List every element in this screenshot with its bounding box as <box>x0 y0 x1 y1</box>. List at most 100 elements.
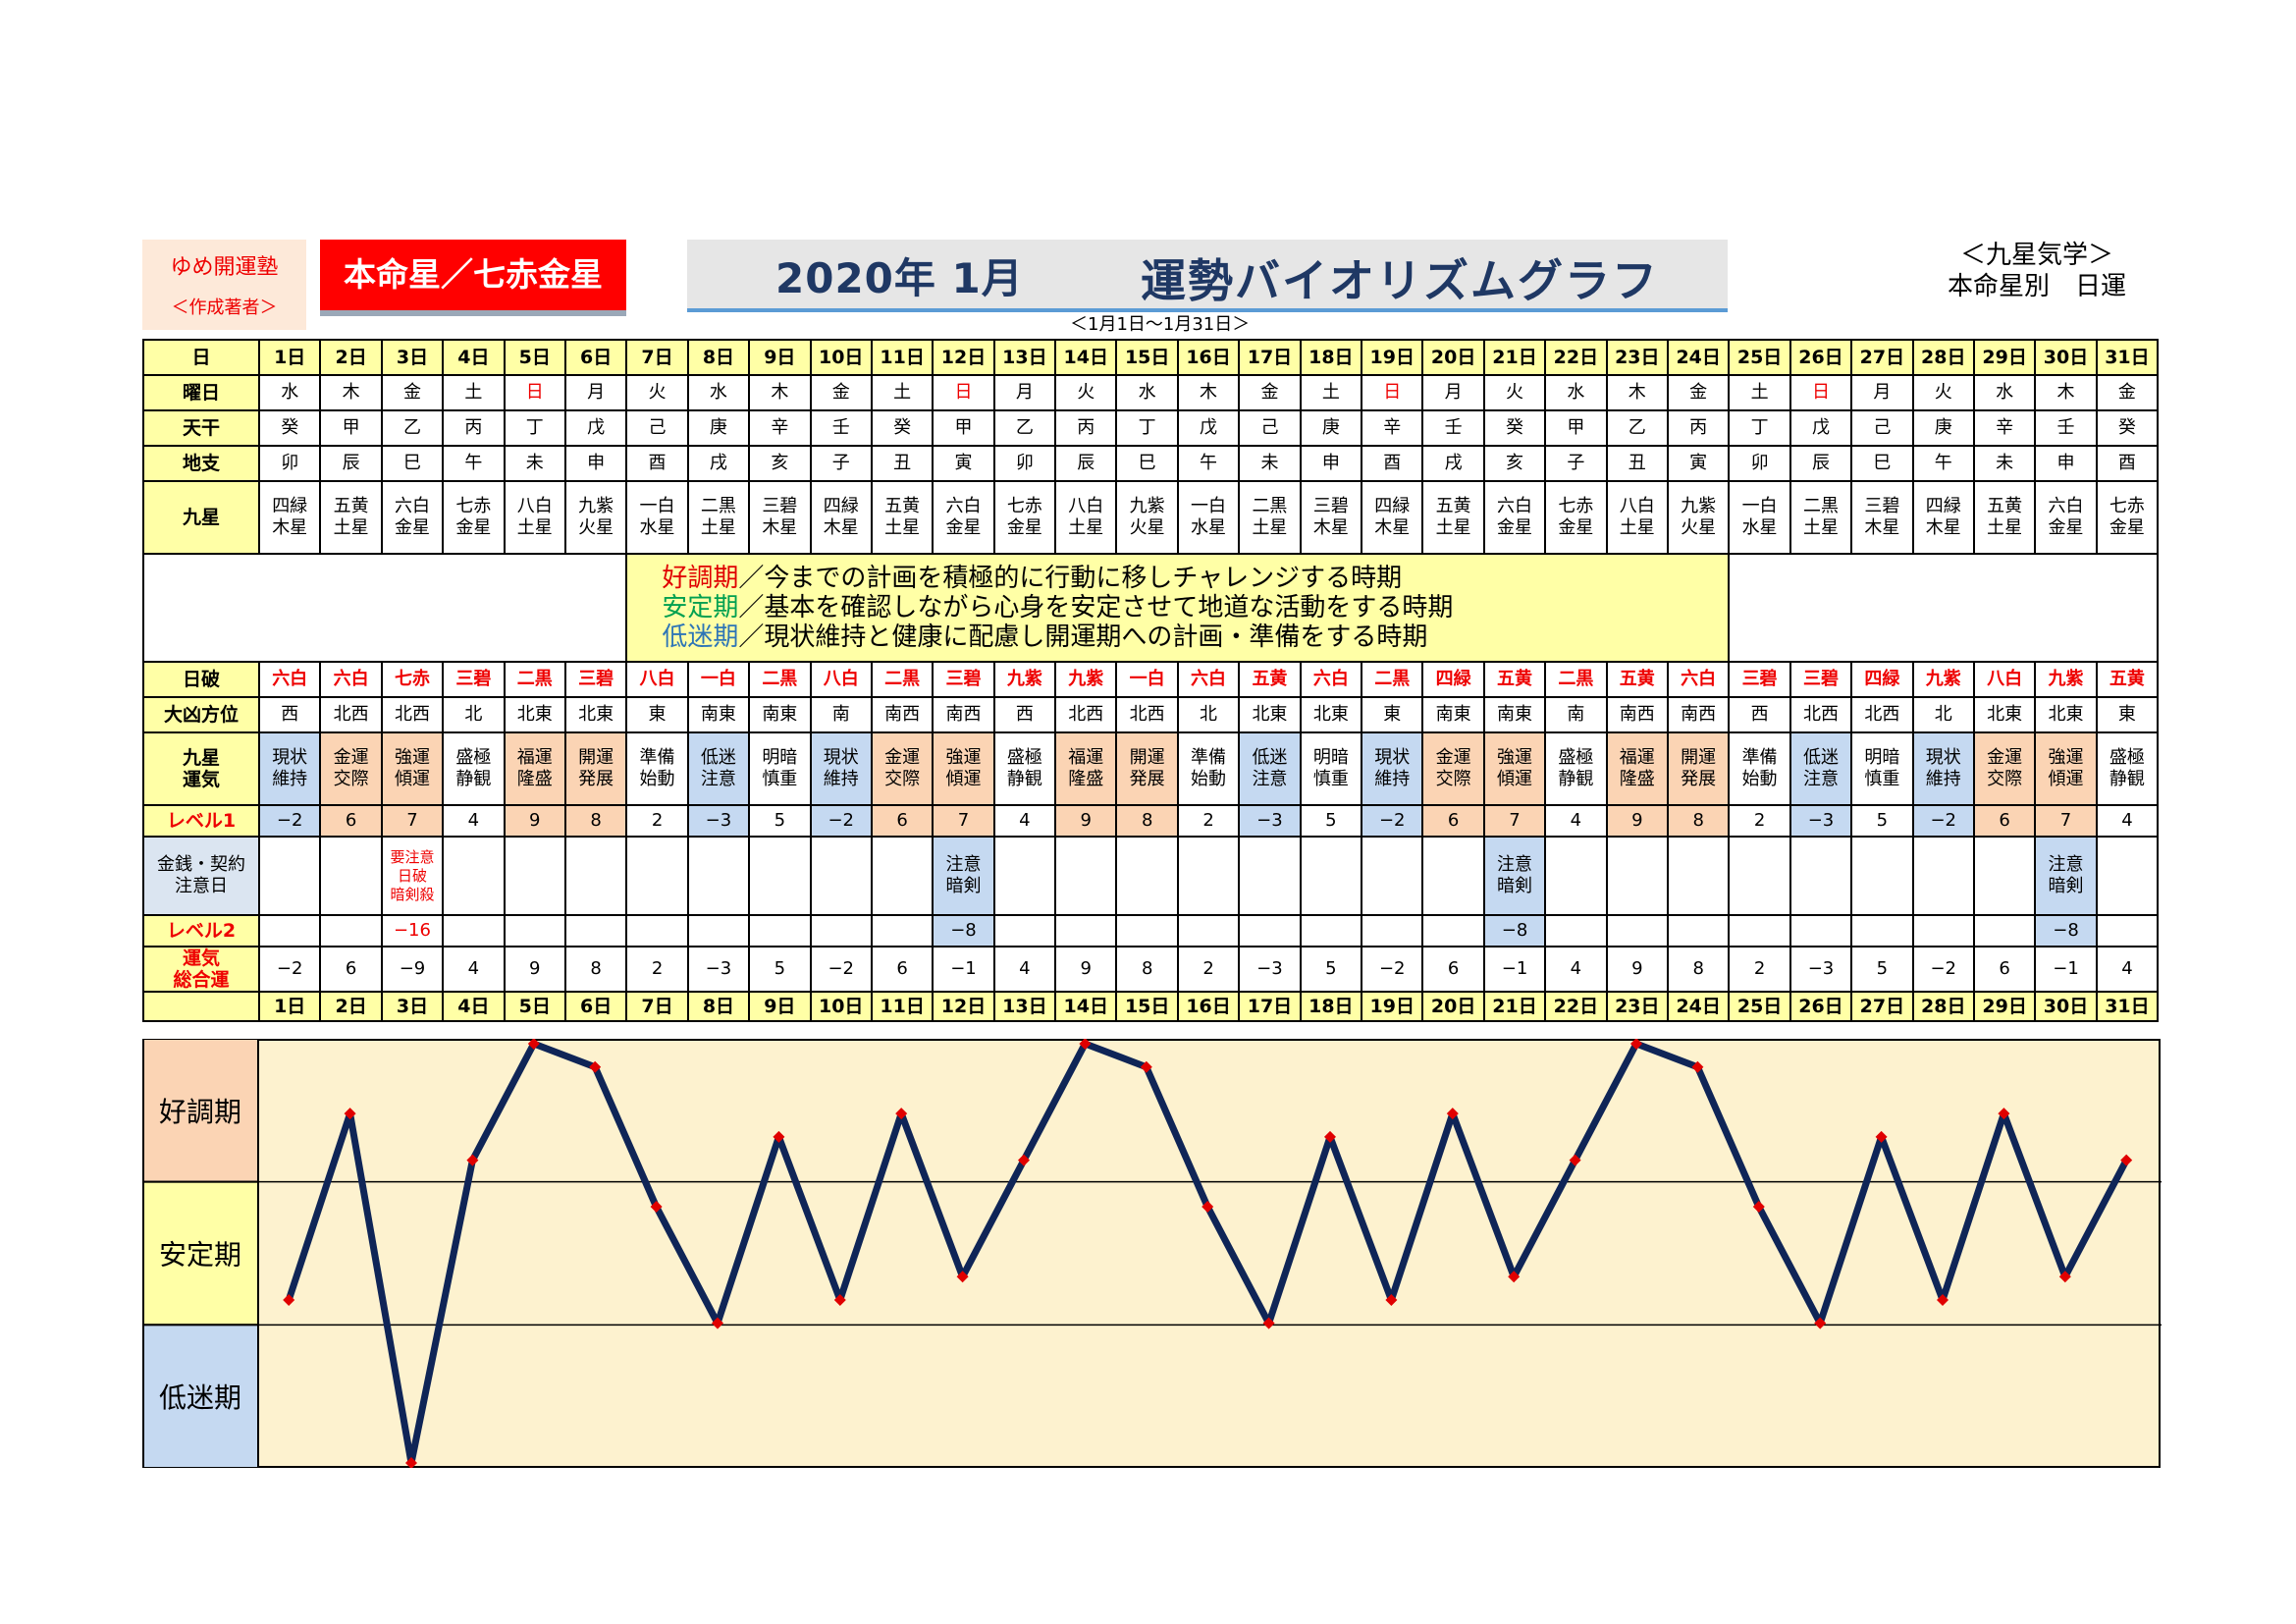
unki-cell: 低迷 注意 <box>686 731 751 806</box>
day-cell: 15日 <box>1115 339 1179 376</box>
daikyo-cell: 南西 <box>1666 696 1731 733</box>
kyusei-cell-line: 火星 <box>1129 517 1165 538</box>
weekday-cell: 土 <box>1728 374 1791 411</box>
row-label-text: 地支 <box>182 453 220 474</box>
day-cell-bottom: 15日 <box>1115 991 1179 1022</box>
kyusei-cell: 八白 土星 <box>503 480 566 555</box>
kinsen-line: 暗剣 <box>1497 876 1532 896</box>
weekday-cell: 日 <box>503 374 566 411</box>
kyusei-cell-line: 土星 <box>1435 517 1471 538</box>
chishi-cell: 戌 <box>686 445 751 482</box>
chishi-cell: 寅 <box>1666 445 1731 482</box>
row-label-text: 曜日 <box>182 382 220 404</box>
unki-cell: 現状 維持 <box>809 731 873 806</box>
tenkan-cell: 癸 <box>2095 409 2160 447</box>
day-cell-bottom: 6日 <box>563 991 628 1022</box>
kinsen-line: 暗剣 <box>2048 876 2084 896</box>
chishi-cell: 丑 <box>870 445 934 482</box>
data-point <box>773 1130 785 1143</box>
daikyo-cell: 南東 <box>686 696 751 733</box>
weekday-cell: 木 <box>1605 374 1669 411</box>
kyusei-cell-line: 九紫 <box>578 496 614 516</box>
data-point <box>1262 1317 1275 1329</box>
level1-cell: −2 <box>809 804 873 838</box>
kyusei-cell-line: 八白 <box>1619 496 1655 516</box>
nippa-cell: 九紫 <box>992 661 1057 698</box>
data-point <box>1324 1130 1336 1143</box>
level1-cell: 9 <box>503 804 566 838</box>
day-cell: 31日 <box>2095 339 2160 376</box>
level1-cell: 6 <box>1972 804 2037 838</box>
chishi-cell: 寅 <box>932 445 995 482</box>
unki-cell-line: 交際 <box>884 769 921 789</box>
data-point <box>405 1457 417 1468</box>
data-point <box>1201 1201 1214 1214</box>
legend-text: ／基本を確認しながら心身を安定させて地道な活動をする時期 <box>738 593 1454 623</box>
data-point <box>1998 1108 2010 1120</box>
weekday-cell: 月 <box>1850 374 1914 411</box>
total-cell: −9 <box>380 946 445 993</box>
title-underline <box>687 308 1728 312</box>
weekday-cell: 木 <box>2034 374 2098 411</box>
unki-cell-line: 盛極 <box>2109 747 2145 768</box>
day-cell-bottom: 29日 <box>1972 991 2037 1022</box>
kyusei-cell: 六白 金星 <box>380 480 445 555</box>
data-point <box>1630 1039 1642 1050</box>
weekday-cell: 日 <box>1789 374 1853 411</box>
unki-cell: 福運 隆盛 <box>1054 731 1118 806</box>
row-label-hb: 日破 <box>142 661 260 698</box>
legend-line: 低迷期／現状維持と健康に配慮し開運期への計画・準備をする時期 <box>628 623 1727 652</box>
nippa-cell: 三碧 <box>563 661 628 698</box>
level2-cell <box>1728 914 1791 947</box>
day-cell-bottom: 24日 <box>1666 991 1731 1022</box>
data-point <box>2120 1154 2133 1166</box>
kyusei-cell-line: 金星 <box>1558 517 1594 538</box>
level2-cell <box>1850 914 1914 947</box>
tenkan-cell: 壬 <box>809 409 873 447</box>
day-cell-bottom: 21日 <box>1482 991 1547 1022</box>
chishi-cell: 未 <box>1972 445 2037 482</box>
kyusei-cell: 二黒 土星 <box>686 480 751 555</box>
daikyo-cell: 南 <box>809 696 873 733</box>
row-label-kz: 金銭・契約 注意日 <box>142 836 260 916</box>
level2-cell <box>1421 914 1485 947</box>
kyusei-line1: ＜九星気学＞ <box>1959 241 2113 270</box>
kinsen-cell <box>1176 836 1241 916</box>
unki-cell-line: 現状 <box>1925 747 1961 768</box>
tenkan-cell: 丁 <box>503 409 566 447</box>
legend-term: 好調期 <box>662 564 739 593</box>
nippa-cell: 五黄 <box>2095 661 2160 698</box>
chishi-cell: 巳 <box>1850 445 1914 482</box>
kinsen-cell <box>1054 836 1118 916</box>
kyusei-cell-line: 金星 <box>394 517 430 538</box>
unki-cell-line: 現状 <box>1374 747 1411 768</box>
tenkan-cell: 乙 <box>1605 409 1669 447</box>
data-point <box>1691 1060 1704 1073</box>
legend-line: 安定期／基本を確認しながら心身を安定させて地道な活動をする時期 <box>628 593 1727 623</box>
legend-term: 安定期 <box>662 593 739 623</box>
legend-blank-left <box>141 553 628 663</box>
unki-cell-line: 金運 <box>884 747 921 768</box>
chishi-cell: 卯 <box>1728 445 1791 482</box>
nippa-cell: 三碧 <box>932 661 995 698</box>
unki-cell: 準備 始動 <box>625 731 689 806</box>
kyusei-cell: 九紫 火星 <box>1666 480 1731 555</box>
day-cell: 6日 <box>563 339 628 376</box>
kyusei-cell: 五黄 土星 <box>1972 480 2037 555</box>
day-cell-bottom: 10日 <box>809 991 873 1022</box>
kinsen-cell <box>563 836 628 916</box>
level2-cell <box>625 914 689 947</box>
unki-cell-line: 静観 <box>1558 769 1594 789</box>
kinsen-cell: 要注意 日破 暗剣殺 <box>380 836 445 916</box>
row-label-tk: 天干 <box>142 409 260 447</box>
nippa-cell: 一白 <box>1115 661 1179 698</box>
kyusei-cell-line: 水星 <box>1191 517 1227 538</box>
day-cell-bottom: 9日 <box>748 991 812 1022</box>
row-label-text: 総合運 <box>173 969 230 991</box>
weekday-cell: 火 <box>625 374 689 411</box>
tenkan-cell: 戊 <box>1789 409 1853 447</box>
kyusei-cell: 一白 水星 <box>1176 480 1241 555</box>
legend-box: 好調期／今までの計画を積極的に行動に移しチャレンジする時期 安定期／基本を確認しな… <box>625 553 1731 663</box>
chishi-cell: 子 <box>809 445 873 482</box>
